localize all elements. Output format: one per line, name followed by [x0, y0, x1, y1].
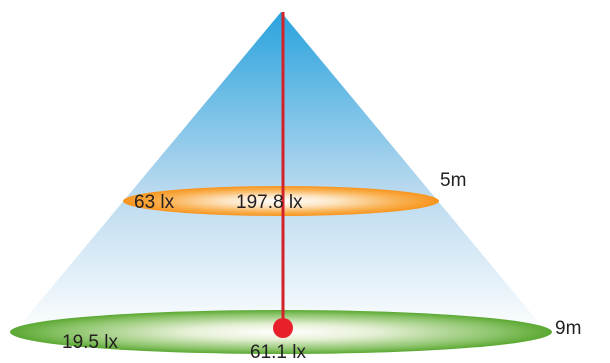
- level-5m-ellipse: [123, 186, 439, 216]
- level-5m-center-illuminance: 197.8 lx: [236, 192, 303, 213]
- level-9m-distance-label: 9m: [555, 318, 581, 339]
- level-5m-distance-label: 5m: [440, 170, 466, 191]
- level-9m-edge-illuminance: 19.5 lx: [62, 332, 118, 353]
- level-9m-center-illuminance: 61.1 lx: [250, 342, 306, 363]
- center-point: [273, 318, 293, 338]
- level-5m-edge-illuminance: 63 lx: [134, 192, 175, 213]
- light-cone: [11, 12, 550, 336]
